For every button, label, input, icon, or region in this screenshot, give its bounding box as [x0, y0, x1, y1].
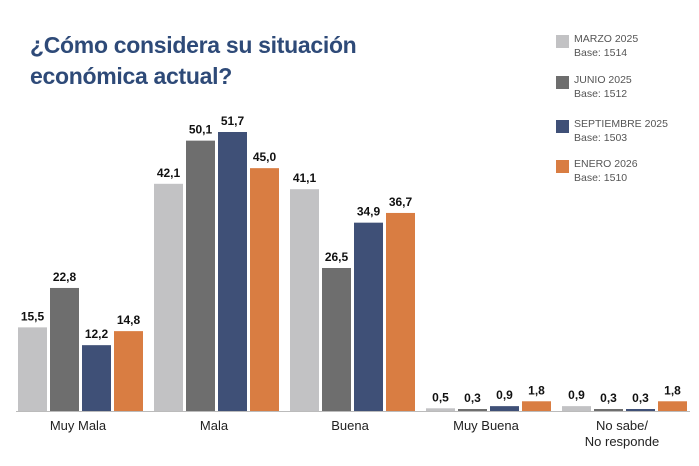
bar: [594, 409, 623, 411]
bar: [354, 222, 383, 411]
value-label: 36,7: [389, 195, 413, 209]
bar: [386, 212, 415, 411]
bar: [658, 401, 687, 411]
value-label: 0,9: [496, 388, 513, 402]
value-label: 22,8: [53, 270, 77, 284]
value-label: 51,7: [221, 114, 245, 128]
value-label: 0,3: [600, 391, 617, 405]
value-label: 26,5: [325, 250, 349, 264]
value-label: 50,1: [189, 123, 213, 137]
legend-label: SEPTIEMBRE 2025: [574, 118, 668, 130]
legend-base: Base: 1510: [574, 172, 628, 184]
legend-swatch: [556, 120, 569, 133]
value-label: 1,8: [528, 383, 545, 397]
chart-title: ¿Cómo considera su situación económica a…: [30, 32, 357, 89]
bar: [114, 331, 143, 411]
bar: [458, 409, 487, 411]
value-label: 41,1: [293, 171, 317, 185]
bar: [290, 189, 319, 411]
value-label: 0,3: [632, 391, 649, 405]
value-label: 0,9: [568, 388, 585, 402]
bar: [82, 345, 111, 411]
value-label: 34,9: [357, 205, 381, 219]
bar: [562, 406, 591, 411]
bar: [186, 140, 215, 411]
x-tick-label: Buena: [331, 418, 369, 433]
value-label: 1,8: [664, 383, 681, 397]
value-label: 0,3: [464, 391, 481, 405]
bar: [522, 401, 551, 411]
bar: [322, 267, 351, 411]
legend-base: Base: 1512: [574, 88, 628, 100]
bar: [50, 287, 79, 411]
bar: [154, 183, 183, 411]
x-tick-label: Muy Mala: [49, 418, 107, 433]
legend-swatch: [556, 160, 569, 173]
x-tick-label: No sabe/ No responde: [584, 418, 660, 449]
x-tick-label: Mala: [199, 418, 229, 433]
bar: [490, 406, 519, 411]
legend-swatch: [556, 76, 569, 89]
legend-swatch: [556, 35, 569, 48]
legend-base: Base: 1503: [574, 132, 628, 144]
x-tick-label: Muy Buena: [453, 418, 519, 433]
value-label: 42,1: [157, 166, 181, 180]
legend-base: Base: 1514: [574, 47, 628, 59]
legend-label: JUNIO 2025: [574, 74, 632, 86]
legend-label: MARZO 2025: [574, 33, 639, 45]
legend-label: ENERO 2026: [574, 158, 638, 170]
bar: [218, 132, 247, 411]
value-label: 0,5: [432, 390, 449, 404]
value-label: 12,2: [85, 327, 109, 341]
value-label: 14,8: [117, 313, 141, 327]
bar: [626, 409, 655, 411]
bar: [18, 327, 47, 411]
value-label: 15,5: [21, 309, 45, 323]
value-label: 45,0: [253, 150, 277, 164]
bar: [426, 408, 455, 411]
bar: [250, 168, 279, 411]
